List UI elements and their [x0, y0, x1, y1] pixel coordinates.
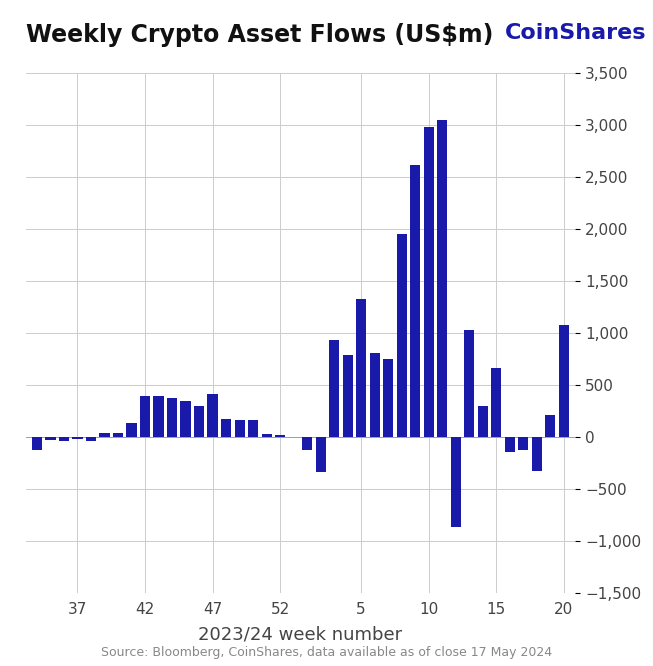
Text: Source: Bloomberg, CoinShares, data available as of close 17 May 2024: Source: Bloomberg, CoinShares, data avai…: [101, 646, 552, 659]
Bar: [72, 437, 82, 439]
Bar: [356, 299, 366, 437]
Bar: [302, 437, 312, 450]
Bar: [505, 437, 515, 452]
Bar: [532, 437, 542, 471]
Bar: [491, 368, 502, 437]
Bar: [410, 165, 421, 437]
X-axis label: 2023/24 week number: 2023/24 week number: [199, 626, 402, 644]
Bar: [167, 398, 177, 437]
Bar: [127, 424, 136, 437]
Bar: [343, 355, 353, 437]
Bar: [275, 435, 285, 437]
Bar: [478, 406, 488, 437]
Bar: [32, 437, 42, 450]
Bar: [113, 433, 123, 437]
Bar: [99, 433, 110, 437]
Bar: [208, 394, 217, 437]
Bar: [86, 437, 96, 441]
Bar: [221, 419, 231, 437]
Bar: [194, 406, 204, 437]
Bar: [559, 325, 569, 437]
Bar: [451, 437, 461, 527]
Bar: [424, 127, 434, 437]
Bar: [383, 359, 393, 437]
Bar: [248, 420, 258, 437]
Bar: [45, 437, 56, 440]
Bar: [464, 330, 474, 437]
Bar: [234, 420, 245, 437]
Bar: [153, 396, 164, 437]
Bar: [59, 437, 69, 441]
Text: CoinShares: CoinShares: [505, 23, 646, 43]
Bar: [329, 340, 339, 437]
Bar: [315, 437, 326, 472]
Bar: [140, 396, 150, 437]
Bar: [518, 437, 528, 450]
Bar: [370, 353, 380, 437]
Bar: [396, 234, 407, 437]
Text: Weekly Crypto Asset Flows (US$m): Weekly Crypto Asset Flows (US$m): [26, 23, 494, 47]
Bar: [545, 415, 556, 437]
Bar: [262, 434, 272, 437]
Bar: [437, 120, 447, 437]
Bar: [180, 400, 191, 437]
